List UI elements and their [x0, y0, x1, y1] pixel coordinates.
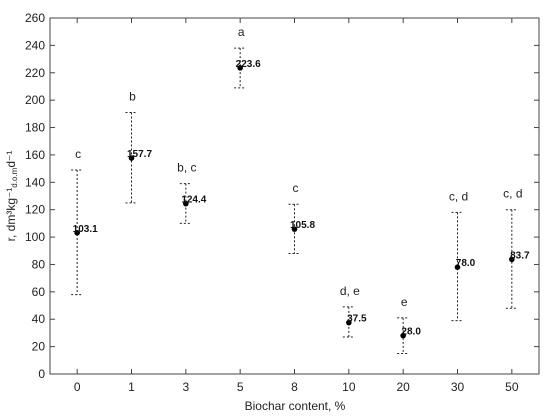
- data-point: [454, 264, 461, 271]
- group-letter-label: b, c: [177, 161, 196, 175]
- x-tick-label: 5: [237, 380, 244, 394]
- y-tick-label: 120: [25, 203, 45, 217]
- value-label: 37.5: [347, 314, 367, 325]
- group-letter-label: c: [75, 147, 81, 161]
- x-tick-label: 8: [291, 380, 298, 394]
- data-point: [346, 319, 352, 326]
- data-series: 103.1 c 157.7 b 124.4 b, c 223.6 a 105.8 c 37.5 d, …: [71, 25, 530, 354]
- data-point: [74, 230, 80, 236]
- data-point: [183, 200, 189, 207]
- y-tick-label: 60: [32, 285, 46, 299]
- x-tick-label: 1: [128, 380, 135, 394]
- x-tick-label: 0: [74, 380, 81, 394]
- group-letter-label: d, e: [340, 284, 360, 298]
- data-point: [291, 226, 298, 232]
- group-letter-label: e: [401, 295, 408, 309]
- x-tick-label: 30: [451, 380, 465, 394]
- y-tick-label: 40: [32, 312, 46, 326]
- x-axis: 0 1 3 5 8 10 20 30 50: [74, 18, 519, 394]
- value-label: 78.0: [456, 258, 476, 269]
- group-letter-label: c, d: [449, 189, 468, 203]
- data-point: [237, 65, 243, 71]
- group-letter-label: a: [238, 25, 245, 39]
- x-tick-label: 20: [396, 380, 410, 394]
- x-tick-label: 50: [505, 380, 519, 394]
- y-tick-label: 140: [25, 175, 45, 189]
- y-tick-label: 20: [32, 340, 46, 354]
- y-tick-label: 200: [25, 93, 45, 107]
- group-letter-label: c, d: [503, 187, 522, 201]
- value-label: 124.4: [181, 195, 206, 206]
- y-tick-label: 160: [25, 148, 45, 162]
- data-point: [128, 155, 135, 161]
- value-label: 83.7: [510, 250, 530, 261]
- y-tick-label: 260: [25, 11, 45, 25]
- y-tick-label: 0: [38, 367, 45, 381]
- value-label: 103.1: [73, 224, 98, 235]
- y-tick-label: 80: [32, 257, 46, 271]
- x-tick-label: 3: [182, 380, 189, 394]
- value-label: 223.6: [236, 59, 261, 70]
- value-label: 157.7: [127, 149, 152, 160]
- group-letter-label: b: [129, 89, 136, 103]
- x-tick-label: 10: [342, 380, 356, 394]
- x-axis-title: Biochar content, %: [245, 399, 346, 413]
- data-point: [400, 332, 406, 339]
- y-tick-label: 240: [25, 38, 45, 52]
- y-tick-label: 100: [25, 230, 45, 244]
- y-axis: 0 20 40 60 80 100 120 140 160 180 200 220 240 260: [25, 11, 539, 381]
- y-axis-title: r, dm³kg⁻¹d.o.md⁻¹: [4, 151, 19, 242]
- group-letter-label: c: [293, 181, 299, 195]
- value-label: 28.0: [401, 327, 421, 338]
- y-tick-label: 220: [25, 66, 45, 80]
- value-label: 105.8: [290, 220, 315, 231]
- data-point: [509, 256, 515, 263]
- y-tick-label: 180: [25, 121, 45, 135]
